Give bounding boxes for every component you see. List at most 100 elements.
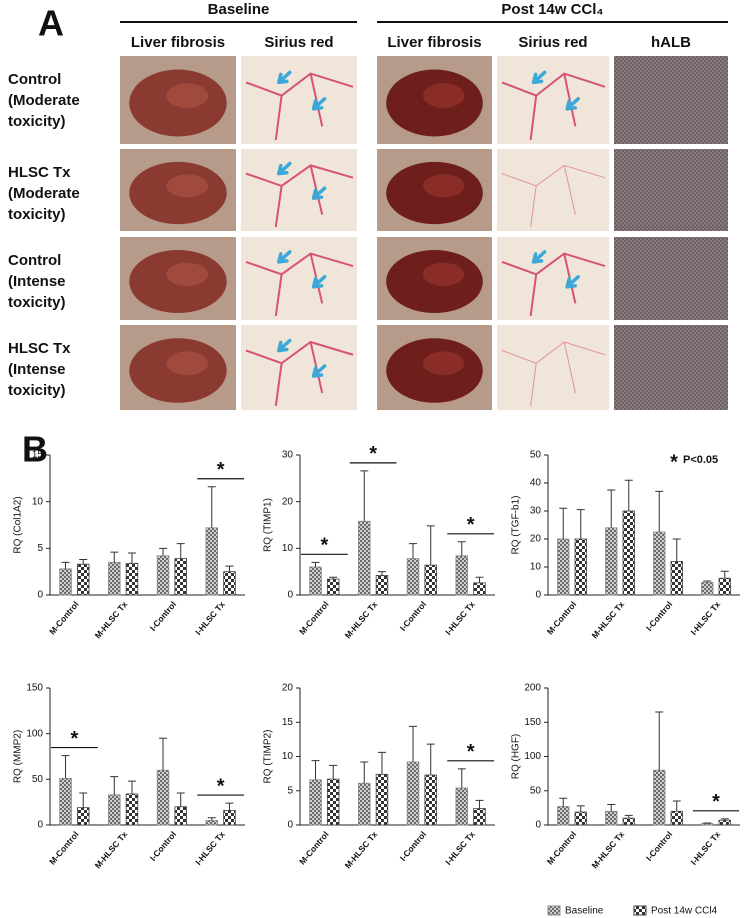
bar xyxy=(574,811,587,826)
bar xyxy=(718,819,731,826)
bar xyxy=(406,761,420,826)
x-tick-label: I-Control xyxy=(398,829,428,863)
y-axis-title: RQ (TGF-b1) xyxy=(511,496,522,555)
bar xyxy=(108,561,121,596)
x-tick-label: M-HLSC Tx xyxy=(589,829,626,870)
sirius-photo xyxy=(497,325,609,410)
legend-swatch xyxy=(633,905,647,916)
y-axis-title: RQ (TIMP1) xyxy=(263,498,274,552)
y-tick-label: 10 xyxy=(530,562,542,573)
note-symbol: * xyxy=(670,451,678,473)
bar xyxy=(375,575,389,596)
column-title: Liver fibrosis xyxy=(131,34,225,51)
significance-star: * xyxy=(70,728,78,750)
x-tick-label: I-HLSC Tx xyxy=(443,829,477,867)
x-tick-label: M-HLSC Tx xyxy=(343,829,380,870)
row-label: HLSC Tx xyxy=(8,340,71,357)
bar xyxy=(174,806,187,826)
bar xyxy=(718,577,731,596)
bar xyxy=(358,520,371,596)
arrow xyxy=(311,364,327,378)
row-label: (Moderate xyxy=(8,185,80,202)
x-tick-label: I-HLSC Tx xyxy=(688,829,722,867)
error-bar xyxy=(61,755,70,779)
liver-shine xyxy=(166,83,209,108)
error-bar xyxy=(110,776,119,795)
error-bar xyxy=(426,743,435,775)
liver-shine xyxy=(423,262,465,286)
bar xyxy=(309,779,322,826)
arrow xyxy=(311,186,327,200)
error-bar xyxy=(607,489,616,528)
bar xyxy=(59,568,72,596)
arrow xyxy=(277,338,292,353)
bar xyxy=(653,769,666,826)
bar xyxy=(424,774,437,826)
error-bar xyxy=(159,547,168,556)
row-label: (Intense xyxy=(8,361,66,378)
bar xyxy=(701,823,714,826)
y-tick-label: 5 xyxy=(287,785,293,796)
liver-shine xyxy=(423,351,465,376)
row-label: (Intense xyxy=(8,273,66,290)
significance-star: * xyxy=(320,535,328,557)
arrow xyxy=(311,97,327,111)
bar xyxy=(174,558,187,596)
panel-label: A xyxy=(38,3,64,44)
row-label: toxicity) xyxy=(8,206,66,223)
bar xyxy=(473,582,486,596)
y-axis-title: RQ (HGF) xyxy=(511,734,522,780)
y-tick-label: 0 xyxy=(287,590,293,601)
error-bar xyxy=(377,751,386,775)
error-bar xyxy=(225,565,234,572)
legend-label: Post 14w CCl4 xyxy=(651,906,718,917)
bar xyxy=(653,531,666,596)
y-tick-label: 100 xyxy=(26,728,43,739)
row-label: toxicity) xyxy=(8,382,66,399)
arrow xyxy=(277,70,292,85)
error-bar xyxy=(624,479,633,511)
halb-texture xyxy=(614,149,728,231)
liver-shine xyxy=(166,351,209,376)
error-bar xyxy=(311,561,320,567)
arrow xyxy=(277,250,292,264)
error-bar xyxy=(703,580,712,583)
error-bar xyxy=(110,551,119,563)
bar xyxy=(455,555,469,596)
y-axis-title: RQ (TIMP2) xyxy=(263,730,274,784)
panel-b: B xyxy=(22,429,48,470)
error-bar xyxy=(409,725,418,762)
y-tick-label: 10 xyxy=(282,751,294,762)
y-tick-label: 20 xyxy=(530,534,542,545)
row-label: toxicity) xyxy=(8,113,66,130)
y-tick-label: 10 xyxy=(32,496,44,507)
y-tick-label: 50 xyxy=(32,774,44,785)
error-bar xyxy=(475,576,484,583)
y-tick-label: 0 xyxy=(37,590,43,601)
error-bar xyxy=(576,805,585,812)
y-tick-label: 30 xyxy=(530,506,542,517)
arrow xyxy=(531,70,547,85)
error-bar xyxy=(672,800,681,812)
column-title: hALB xyxy=(651,34,691,51)
bar xyxy=(670,810,683,826)
halb-texture xyxy=(614,325,728,410)
error-bar xyxy=(207,817,216,821)
x-tick-label: I-HLSC Tx xyxy=(193,599,227,637)
y-tick-label: 15 xyxy=(282,717,294,728)
error-bar xyxy=(360,761,369,784)
x-tick-label: I-Control xyxy=(644,829,674,863)
x-tick-label: I-HLSC Tx xyxy=(443,599,477,637)
error-bar xyxy=(127,552,136,564)
bar xyxy=(76,807,90,826)
significance-star: * xyxy=(217,775,225,797)
error-bar xyxy=(61,561,70,569)
y-tick-label: 50 xyxy=(530,450,542,461)
sirius-photo xyxy=(241,237,357,320)
y-tick-label: 0 xyxy=(37,820,43,831)
error-bar xyxy=(703,822,712,824)
error-bar xyxy=(79,559,88,565)
bar xyxy=(574,538,587,596)
y-axis-title: RQ (MMP2) xyxy=(13,730,24,783)
halb-texture xyxy=(614,56,728,144)
